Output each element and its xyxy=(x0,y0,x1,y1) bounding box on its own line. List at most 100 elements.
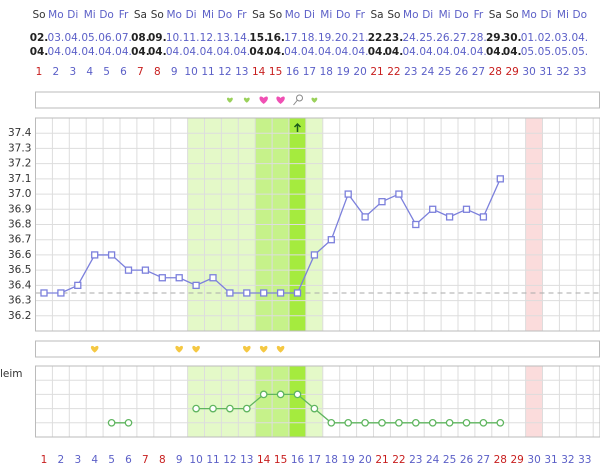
date-day: 11. xyxy=(183,32,200,44)
mucus-point xyxy=(378,418,386,427)
temperature-point xyxy=(124,266,133,274)
day-number-bottom: 15 xyxy=(274,454,287,466)
weekday: Fr xyxy=(355,9,365,21)
mucus-point xyxy=(259,390,268,399)
ovulation-arrow xyxy=(293,122,302,132)
day-number-bottom: 8 xyxy=(159,454,166,466)
day-number-bottom: 14 xyxy=(257,454,271,466)
mucus-point xyxy=(428,418,437,427)
weekday: Mo xyxy=(285,9,300,21)
date-month: 04. xyxy=(335,46,352,58)
day-number-bottom: 9 xyxy=(176,454,183,466)
weekday: Mi xyxy=(557,9,569,21)
temperature-point xyxy=(192,281,200,290)
temperature-point xyxy=(260,289,268,297)
weekday: Di xyxy=(304,9,315,21)
day-number-bottom: 24 xyxy=(426,454,440,466)
weekday: Mi xyxy=(202,9,214,21)
day-number: 9 xyxy=(171,66,178,78)
weekday: Mi xyxy=(84,9,96,21)
date-day: 07. xyxy=(115,32,132,44)
day-number-bottom: 10 xyxy=(189,454,202,466)
day-number-bottom: 7 xyxy=(142,454,149,466)
day-number-bottom: 17 xyxy=(308,454,321,466)
date-month: 04. xyxy=(166,46,183,58)
date-day: 21. xyxy=(352,32,369,44)
date-month: 04. xyxy=(453,46,470,58)
day-number-bottom: 31 xyxy=(544,454,557,466)
day-number-bottom: 26 xyxy=(460,454,474,466)
day-number-bottom: 18 xyxy=(325,454,338,466)
ovulation-day xyxy=(289,366,306,437)
weekday: So xyxy=(269,9,282,21)
day-number: 1 xyxy=(36,66,43,78)
day-number-bottom: 12 xyxy=(223,454,236,466)
day-number-bottom: 22 xyxy=(392,454,405,466)
test-icon xyxy=(296,94,303,102)
day-number: 22 xyxy=(387,66,400,78)
weekday: Fr xyxy=(474,9,484,21)
day-number: 19 xyxy=(337,66,350,78)
heart-icon xyxy=(243,345,251,353)
date-month: 04. xyxy=(402,46,419,58)
temperature-point xyxy=(344,190,352,198)
date-month: 04. xyxy=(64,46,81,58)
temperature-point xyxy=(361,213,369,221)
day-number-bottom: 25 xyxy=(443,454,456,466)
day-number: 20 xyxy=(353,66,366,78)
mucus-point xyxy=(107,418,116,427)
day-number-bottom: 20 xyxy=(358,454,371,466)
heart-icon xyxy=(192,345,200,353)
mucus-label: leim xyxy=(0,368,23,380)
weekday: Fr xyxy=(119,9,129,21)
day-number: 3 xyxy=(69,66,76,78)
date-day: 04. xyxy=(64,32,81,44)
date-month: 05. xyxy=(555,46,572,58)
y-tick-label: 36.7 xyxy=(8,234,31,246)
temperature-point xyxy=(310,251,319,259)
day-number: 30 xyxy=(522,66,535,78)
weekday: Fr xyxy=(237,9,247,21)
weekday: Do xyxy=(336,9,351,21)
weekday: So xyxy=(506,9,519,21)
date-day: 13. xyxy=(217,32,234,44)
date-month: 04. xyxy=(266,46,285,58)
date-month: 04. xyxy=(200,46,217,58)
y-tick-label: 36.6 xyxy=(8,249,32,261)
mucus-point xyxy=(192,404,200,413)
y-tick-label: 37.4 xyxy=(8,127,32,139)
day-number: 16 xyxy=(286,66,300,78)
weekday: Mo xyxy=(521,9,536,21)
date-day: 03. xyxy=(48,32,65,44)
day-number-bottom: 28 xyxy=(494,454,507,466)
weekday: So xyxy=(151,9,164,21)
mucus-point xyxy=(395,418,403,427)
day-number: 29 xyxy=(506,66,519,78)
day-number: 23 xyxy=(404,66,417,78)
day-number: 27 xyxy=(472,66,485,78)
mucus-point xyxy=(411,418,420,427)
date-day: 09. xyxy=(148,32,167,44)
temperature-point xyxy=(479,213,488,221)
date-day: 30. xyxy=(503,32,522,44)
day-number-bottom: 30 xyxy=(527,454,540,466)
temperature-point xyxy=(395,190,403,198)
mucus-point xyxy=(226,404,234,413)
day-number: 10 xyxy=(184,66,197,78)
date-day: 20. xyxy=(335,32,352,44)
day-number: 7 xyxy=(137,66,144,78)
date-day: 16. xyxy=(266,32,285,44)
weekday: Do xyxy=(99,9,114,21)
date-day: 26. xyxy=(436,32,453,44)
date-month: 04. xyxy=(98,46,115,58)
temperature-point xyxy=(276,289,285,297)
heart-icon xyxy=(276,96,285,104)
y-tick-label: 36.2 xyxy=(8,310,31,322)
temperature-point xyxy=(243,289,251,297)
day-number-bottom: 6 xyxy=(125,454,132,466)
date-month: 04. xyxy=(81,46,98,58)
day-number: 24 xyxy=(421,66,435,78)
weekday: Di xyxy=(186,9,197,21)
temperature-point xyxy=(158,274,166,282)
